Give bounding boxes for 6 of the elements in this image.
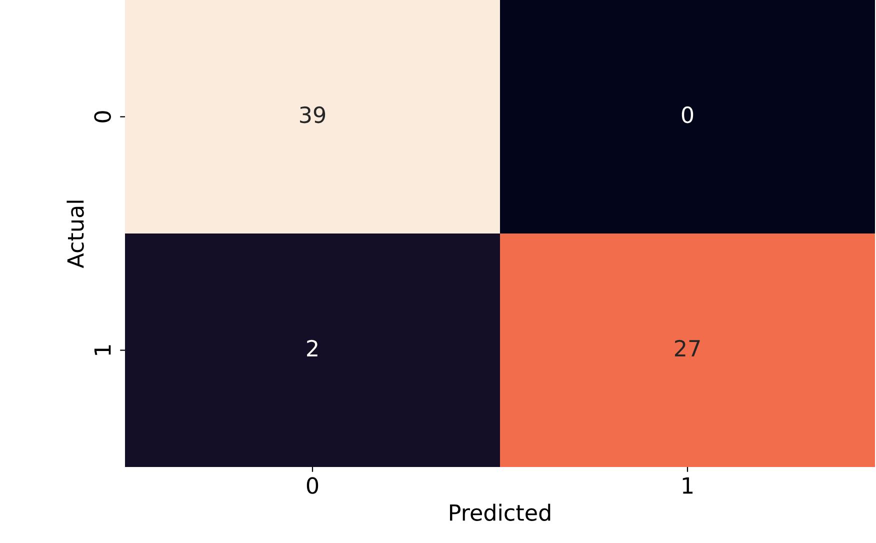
data-label: 0 [682, 106, 694, 124]
data-label: 2 [307, 340, 318, 356]
x-axis-title: Predicted [450, 504, 550, 521]
y-axis-title: Actual [66, 200, 84, 268]
data-label: 27 [674, 340, 700, 356]
data-label: 39 [300, 106, 326, 124]
